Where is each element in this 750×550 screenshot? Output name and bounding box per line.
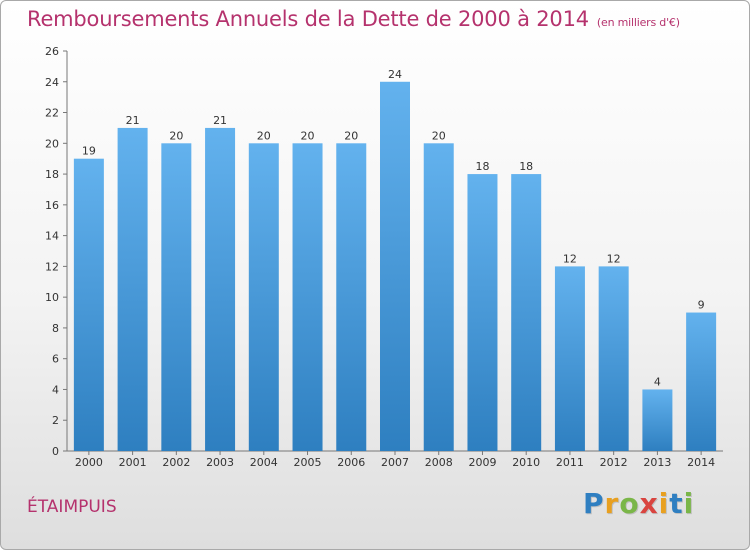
bar-value-label: 20	[301, 129, 315, 142]
y-tick-label: 8	[52, 322, 59, 335]
x-tick-label: 2003	[206, 456, 234, 469]
x-tick-label: 2002	[162, 456, 190, 469]
x-tick-label: 2009	[468, 456, 496, 469]
bar-value-label: 24	[388, 68, 402, 81]
bar-value-label: 4	[654, 375, 661, 388]
commune-name: ÉTAIMPUIS	[27, 497, 117, 517]
chart-title: Remboursements Annuels de la Dette de 20…	[27, 7, 680, 31]
y-tick-label: 12	[45, 260, 59, 273]
y-tick-label: 2	[52, 414, 59, 427]
bar-value-label: 20	[432, 129, 446, 142]
bar	[117, 127, 148, 451]
logo-letter: t	[669, 487, 684, 520]
logo-letter: r	[604, 487, 620, 520]
bar	[642, 389, 673, 451]
x-tick-label: 2005	[294, 456, 322, 469]
y-tick-label: 22	[45, 107, 59, 120]
bar-value-label: 12	[563, 252, 577, 265]
y-tick-label: 26	[45, 45, 59, 58]
x-tick-label: 2011	[556, 456, 584, 469]
bar-value-label: 20	[257, 129, 271, 142]
bar	[598, 266, 629, 451]
x-tick-label: 2006	[337, 456, 365, 469]
x-tick-label: 2008	[425, 456, 453, 469]
bar-value-label: 19	[82, 145, 96, 158]
bar	[554, 266, 585, 451]
y-tick-label: 4	[52, 383, 59, 396]
x-tick-label: 2012	[600, 456, 628, 469]
y-tick-label: 24	[45, 76, 59, 89]
y-tick-label: 10	[45, 291, 59, 304]
x-tick-label: 2004	[250, 456, 278, 469]
y-tick-label: 6	[52, 353, 59, 366]
logo-letter: i	[683, 487, 695, 520]
bar-value-label: 21	[126, 114, 140, 127]
bar	[511, 174, 542, 452]
bar-value-label: 21	[213, 114, 227, 127]
logo-letter: o	[619, 487, 640, 520]
bar-value-label: 9	[698, 299, 705, 312]
bar-value-label: 12	[607, 252, 621, 265]
bar	[336, 143, 367, 452]
y-tick-label: 20	[45, 137, 59, 150]
y-tick-label: 0	[52, 445, 59, 458]
x-tick-label: 2001	[119, 456, 147, 469]
y-tick-label: 18	[45, 168, 59, 181]
proxiti-logo: Proxiti	[583, 487, 694, 520]
x-tick-label: 2013	[643, 456, 671, 469]
chart-title-text: Remboursements Annuels de la Dette de 20…	[27, 7, 589, 31]
bar-value-label: 18	[519, 160, 533, 173]
bar	[686, 312, 717, 451]
chart-unit-note: (en milliers d'€)	[596, 16, 680, 29]
logo-letter: i	[658, 487, 670, 520]
bar	[248, 143, 279, 452]
bar	[292, 143, 323, 452]
bar	[380, 81, 410, 452]
x-tick-label: 2014	[687, 456, 715, 469]
x-tick-label: 2007	[381, 456, 409, 469]
logo-letter: x	[639, 487, 659, 520]
bar	[423, 143, 454, 452]
logo-letter: P	[583, 487, 605, 520]
y-tick-label: 14	[45, 230, 59, 243]
bar	[467, 174, 498, 452]
x-tick-label: 2000	[75, 456, 103, 469]
bar-value-label: 18	[475, 160, 489, 173]
y-tick-label: 16	[45, 199, 59, 212]
bar	[205, 127, 236, 451]
bar-value-label: 20	[169, 129, 183, 142]
x-tick-label: 2010	[512, 456, 540, 469]
bar	[161, 143, 192, 452]
bar-value-label: 20	[344, 129, 358, 142]
bar	[73, 158, 104, 451]
